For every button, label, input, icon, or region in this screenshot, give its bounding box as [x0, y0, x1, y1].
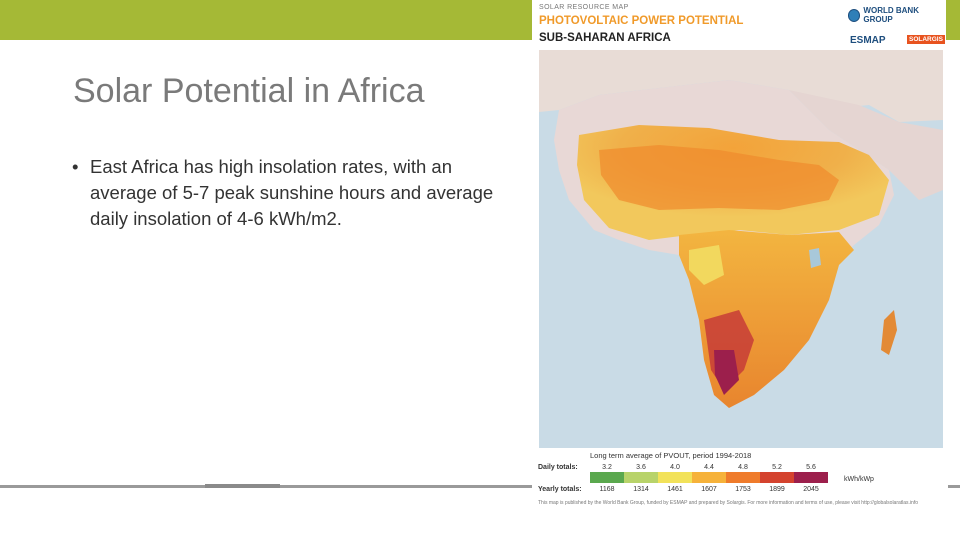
map-footer: This map is published by the World Bank …	[538, 500, 919, 506]
africa-pv-map	[539, 50, 943, 448]
legend-daily-label: Daily totals:	[538, 464, 578, 471]
divider-line-right	[948, 485, 960, 488]
legend-daily-value: 3.2	[602, 464, 612, 471]
legend-daily-value: 5.2	[772, 464, 782, 471]
legend-swatch	[624, 472, 658, 483]
esmap-logo: ESMAP	[850, 35, 886, 46]
map-header-region: SUB-SAHARAN AFRICA	[539, 32, 671, 44]
middle-east-landmass	[789, 90, 943, 200]
map-header-small: SOLAR RESOURCE MAP	[539, 4, 629, 11]
legend-swatch	[692, 472, 726, 483]
peak-zone	[714, 350, 739, 395]
legend-daily-value: 4.8	[738, 464, 748, 471]
legend-swatch	[794, 472, 828, 483]
map-legend: Long term average of PVOUT, period 1994-…	[532, 448, 946, 512]
lake-victoria	[809, 248, 821, 268]
legend-swatch	[590, 472, 624, 483]
central-lower-zone	[689, 245, 724, 285]
madagascar	[881, 310, 897, 355]
legend-daily-value: 4.4	[704, 464, 714, 471]
legend-daily-value: 3.6	[636, 464, 646, 471]
bullet-text: East Africa has high insolation rates, w…	[90, 156, 494, 229]
globe-icon	[848, 8, 861, 22]
legend-yearly-value: 1607	[701, 486, 717, 493]
legend-unit: kWh/kWp	[844, 476, 874, 483]
bullet-item: • East Africa has high insolation rates, …	[72, 154, 520, 232]
legend-swatch	[658, 472, 692, 483]
map-header-title: PHOTOVOLTAIC POWER POTENTIAL	[539, 15, 744, 27]
legend-yearly-value: 1899	[769, 486, 785, 493]
map-header: SOLAR RESOURCE MAP PHOTOVOLTAIC POWER PO…	[532, 0, 946, 50]
legend-yearly-value: 1314	[633, 486, 649, 493]
worldbank-logo: WORLD BANK GROUP	[848, 6, 946, 24]
bullet-dot-icon: •	[72, 156, 79, 177]
legend-swatch	[760, 472, 794, 483]
legend-yearly-label: Yearly totals:	[538, 486, 582, 493]
legend-daily-value: 5.6	[806, 464, 816, 471]
legend-title: Long term average of PVOUT, period 1994-…	[590, 451, 752, 460]
legend-swatch	[726, 472, 760, 483]
legend-yearly-value: 1753	[735, 486, 751, 493]
divider-accent	[205, 484, 280, 488]
bullet-list: • East Africa has high insolation rates, …	[72, 154, 520, 232]
worldbank-logo-text: WORLD BANK GROUP	[863, 6, 919, 24]
legend-yearly-value: 1461	[667, 486, 683, 493]
high-potential-band	[599, 145, 839, 210]
legend-yearly-value: 1168	[599, 486, 615, 493]
slide-title: Solar Potential in Africa	[73, 72, 425, 110]
solargis-logo: SOLARGIS	[907, 35, 945, 44]
legend-daily-value: 4.0	[670, 464, 680, 471]
solar-map-image: SOLAR RESOURCE MAP PHOTOVOLTAIC POWER PO…	[532, 0, 946, 512]
legend-yearly-value: 2045	[803, 486, 819, 493]
